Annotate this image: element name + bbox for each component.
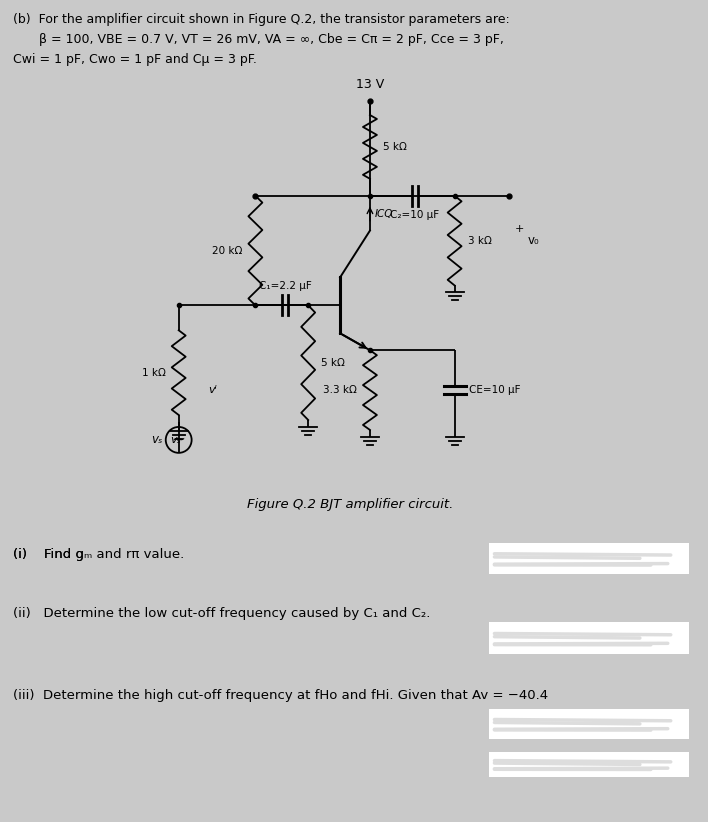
Text: vₛ: vₛ xyxy=(171,435,181,445)
Text: β = 100, VBE = 0.7 V, VT = 26 mV, VA = ∞, Cbe = Cπ = 2 pF, Cce = 3 pF,: β = 100, VBE = 0.7 V, VT = 26 mV, VA = ∞… xyxy=(39,33,504,46)
Text: ICQ: ICQ xyxy=(375,209,393,219)
Text: +: + xyxy=(515,224,524,233)
Bar xyxy=(489,543,689,575)
Text: vₛ: vₛ xyxy=(152,433,163,446)
Text: (i)    Find gₘ and rπ value.: (i) Find gₘ and rπ value. xyxy=(13,547,185,561)
Text: ~: ~ xyxy=(172,431,185,449)
Text: C₂=10 μF: C₂=10 μF xyxy=(390,210,440,219)
Text: vᴵ: vᴵ xyxy=(209,385,217,395)
Text: (b)  For the amplifier circuit shown in Figure Q.2, the transistor parameters ar: (b) For the amplifier circuit shown in F… xyxy=(13,13,510,26)
Text: (i)    Find g: (i) Find g xyxy=(13,547,84,561)
Text: 3 kΩ: 3 kΩ xyxy=(467,236,491,246)
Text: v₀: v₀ xyxy=(527,234,539,247)
Bar xyxy=(489,622,689,654)
Text: (ii)   Determine the low cut-off frequency caused by C₁ and C₂.: (ii) Determine the low cut-off frequency… xyxy=(13,607,430,621)
Text: (iii)  Determine the high cut-off frequency at fHo and fHi. Given that Av = −40.: (iii) Determine the high cut-off frequen… xyxy=(13,689,549,702)
Bar xyxy=(489,752,689,777)
Text: 5 kΩ: 5 kΩ xyxy=(321,358,345,367)
Text: 1 kΩ: 1 kΩ xyxy=(142,367,166,377)
Text: Cwi = 1 pF, Cwo = 1 pF and Cμ = 3 pF.: Cwi = 1 pF, Cwo = 1 pF and Cμ = 3 pF. xyxy=(13,53,257,67)
Text: 5 kΩ: 5 kΩ xyxy=(383,142,407,152)
Text: CE=10 μF: CE=10 μF xyxy=(469,385,520,395)
Text: 20 kΩ: 20 kΩ xyxy=(212,246,242,256)
Text: Figure Q.2 BJT amplifier circuit.: Figure Q.2 BJT amplifier circuit. xyxy=(247,498,453,511)
Text: 13 V: 13 V xyxy=(356,78,384,91)
Text: 3.3 kΩ: 3.3 kΩ xyxy=(323,385,357,395)
Bar xyxy=(489,709,689,739)
Text: C₁=2.2 μF: C₁=2.2 μF xyxy=(259,281,312,292)
